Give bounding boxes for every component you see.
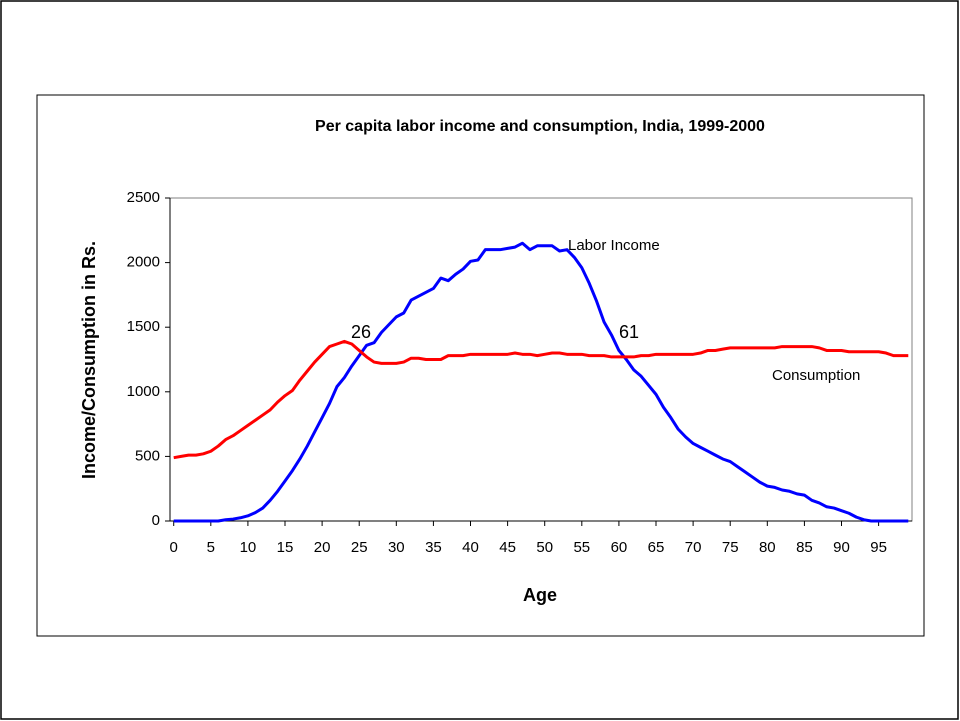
y-tick-label: 500 [135, 447, 160, 464]
x-tick-label: 65 [648, 539, 665, 556]
y-axis-label: Income/Consumption in Rs. [79, 241, 99, 479]
x-tick-label: 50 [536, 539, 553, 556]
y-tick-label: 1000 [127, 383, 160, 400]
y-tick-label: 2500 [127, 189, 160, 206]
x-tick-label: 60 [611, 539, 628, 556]
x-tick-label: 20 [314, 539, 331, 556]
x-tick-label: 70 [685, 539, 702, 556]
x-tick-label: 85 [796, 539, 813, 556]
x-tick-label: 45 [499, 539, 516, 556]
y-tick-label: 2000 [127, 254, 160, 271]
x-tick-label: 0 [170, 539, 178, 556]
chart-title: Per capita labor income and consumption,… [315, 118, 765, 135]
series-line [173, 339, 909, 460]
x-axis-label: Age [523, 585, 557, 605]
y-tick-label: 0 [152, 512, 160, 529]
x-tick-label: 95 [870, 539, 887, 556]
x-tick-label: 5 [207, 539, 215, 556]
x-tick-label: 55 [573, 539, 590, 556]
x-tick-label: 90 [833, 539, 850, 556]
series-label: Labor Income [568, 237, 660, 254]
x-tick-label: 15 [277, 539, 294, 556]
x-tick-label: 10 [240, 539, 257, 556]
series-line [173, 241, 909, 523]
x-tick-label: 40 [462, 539, 479, 556]
annotation: 26 [351, 322, 371, 342]
y-tick-label: 1500 [127, 318, 160, 335]
x-tick-label: 75 [722, 539, 739, 556]
series-label: Consumption [772, 367, 860, 384]
annotation: 61 [619, 322, 639, 342]
x-tick-label: 35 [425, 539, 442, 556]
x-tick-label: 25 [351, 539, 368, 556]
x-tick-label: 30 [388, 539, 405, 556]
x-tick-label: 80 [759, 539, 776, 556]
